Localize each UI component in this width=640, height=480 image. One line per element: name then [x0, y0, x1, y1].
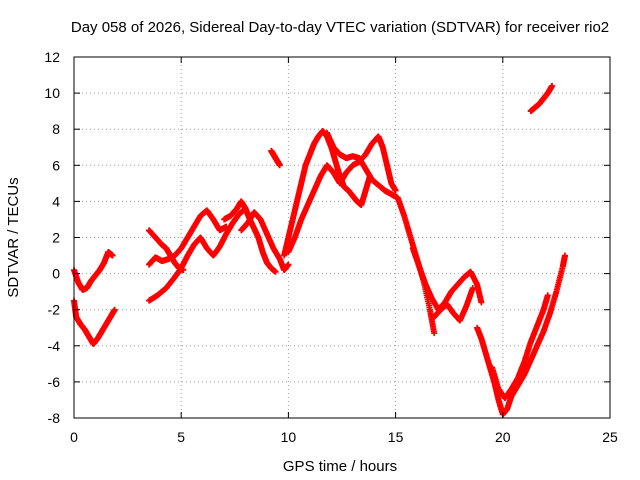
- data-point-marker: [544, 292, 551, 299]
- y-tick-label: 10: [44, 85, 60, 101]
- x-tick-label: 0: [70, 429, 78, 445]
- series-arc-13: [431, 285, 476, 324]
- series-arc-7: [238, 209, 292, 273]
- series-arc-16: [527, 82, 556, 115]
- data-point-marker: [109, 252, 116, 259]
- x-tick-label: 25: [602, 429, 618, 445]
- series-arc-5: [146, 205, 249, 304]
- data-point-marker: [111, 306, 118, 313]
- x-tick-label: 20: [495, 429, 511, 445]
- data-point-marker: [392, 187, 399, 194]
- x-tick-label: 5: [177, 429, 185, 445]
- x-tick-label: 10: [281, 429, 297, 445]
- chart-title: Day 058 of 2026, Sidereal Day-to-day VTE…: [71, 19, 609, 36]
- series-arc-12: [409, 245, 485, 313]
- y-axis-ticks: -8 -6 -4 -2 0 2 4 6 8 10 12: [44, 49, 610, 426]
- series-arc-8: [268, 147, 283, 169]
- series-arc-4: [146, 207, 230, 268]
- series-arc-1: [71, 248, 116, 293]
- data-point-marker: [469, 285, 476, 292]
- data-point-marker: [285, 261, 292, 268]
- y-tick-label: -6: [48, 374, 61, 390]
- data-points: [71, 82, 568, 418]
- y-tick-label: 8: [52, 121, 60, 137]
- x-axis-ticks: 0 5 10 15 20 25: [70, 57, 618, 445]
- data-point-marker: [272, 268, 279, 275]
- y-tick-label: 6: [52, 157, 60, 173]
- data-point-marker: [431, 330, 438, 337]
- x-axis-label: GPS time / hours: [283, 458, 397, 475]
- grid-lines: [74, 57, 610, 418]
- y-tick-label: 12: [44, 49, 60, 65]
- y-tick-label: 2: [52, 230, 60, 246]
- y-tick-label: -4: [48, 338, 61, 354]
- data-point-marker: [478, 299, 485, 306]
- y-tick-label: -2: [48, 302, 61, 318]
- x-tick-label: 15: [388, 429, 404, 445]
- y-axis-label: SDTVAR / TECUs: [5, 177, 22, 297]
- y-tick-label: 4: [52, 193, 60, 209]
- series-arc-6: [221, 198, 279, 275]
- data-point-marker: [276, 162, 283, 169]
- y-tick-label: 0: [52, 266, 60, 282]
- series-arc-15: [489, 292, 551, 402]
- series-arc-2: [71, 297, 118, 347]
- data-point-marker: [561, 252, 568, 259]
- y-tick-label: -8: [48, 410, 61, 426]
- data-point-marker: [549, 82, 556, 89]
